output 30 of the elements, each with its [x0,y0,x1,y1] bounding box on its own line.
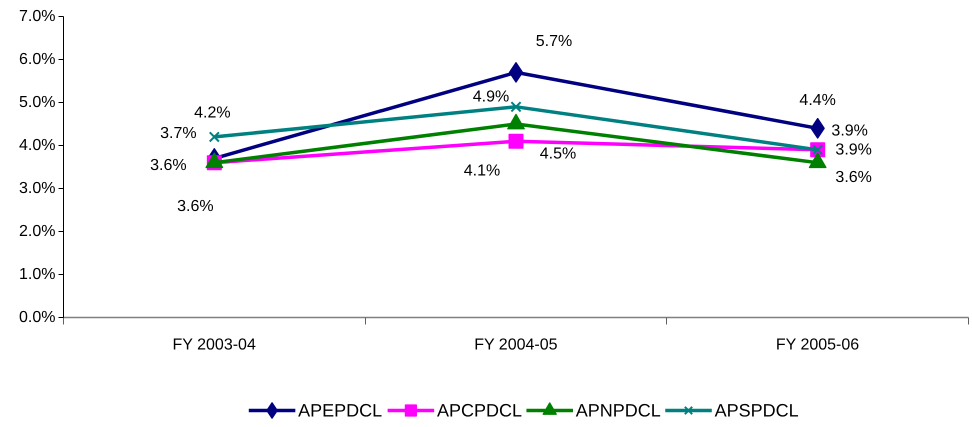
y-tick-label: 5.0% [19,94,56,111]
legend-label: APCPDCL [436,400,522,420]
data-label: 3.6% [177,198,214,216]
data-label: 4.9% [472,88,510,106]
legend-label: APSPDCL [714,400,799,420]
data-label: 5.7% [536,32,572,50]
data-label: 3.9% [831,122,868,140]
data-label: 3.9% [835,141,872,158]
y-tick-label: 0.0% [19,309,56,326]
data-label: 4.1% [464,162,500,180]
data-label: 3.6% [835,169,872,186]
point [508,134,524,149]
legend-label: APEPDCL [298,400,382,420]
y-tick-label: 7.0% [19,8,56,25]
data-label: 4.4% [799,92,836,109]
y-tick-label: 2.0% [19,223,56,240]
x-tick-label: FY 2005-06 [776,336,860,354]
point [208,131,220,142]
data-label: 4.5% [540,146,576,162]
x-tick-label: FY 2003-04 [172,336,256,354]
data-label: 3.7% [160,124,197,142]
x-tick-label: FY 2004-05 [474,336,558,354]
data-label: 3.6% [150,157,187,174]
y-tick-label: 6.0% [19,51,56,68]
y-tick-label: 1.0% [19,266,56,283]
data-label: 4.2% [194,104,231,122]
legend-label: APNPDCL [576,400,661,420]
point [510,101,522,112]
y-tick-label: 3.0% [19,180,56,197]
y-tick-label: 4.0% [19,137,56,154]
